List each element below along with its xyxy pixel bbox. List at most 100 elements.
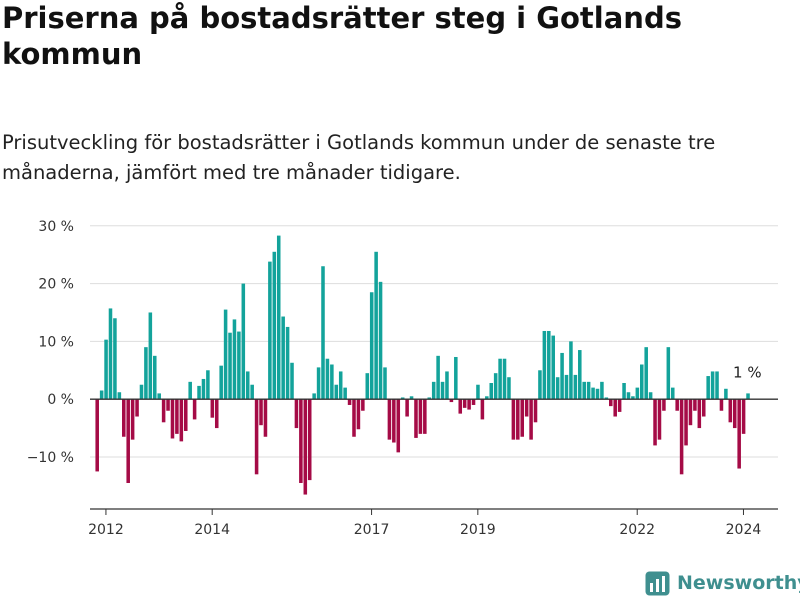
bar <box>214 399 219 429</box>
bar <box>467 399 471 410</box>
bar <box>113 318 117 400</box>
bar <box>741 399 746 434</box>
bars <box>95 235 750 495</box>
bar <box>161 399 166 423</box>
bar <box>737 399 741 469</box>
bar <box>547 330 551 400</box>
bar <box>166 399 170 411</box>
bar <box>405 399 409 417</box>
bar <box>640 364 644 400</box>
bar <box>715 371 719 400</box>
bar <box>693 399 697 411</box>
bar <box>613 399 617 417</box>
bar <box>679 399 684 475</box>
bar <box>396 399 401 453</box>
bar <box>108 308 113 400</box>
bar <box>591 387 595 400</box>
bar <box>427 397 432 400</box>
bar <box>307 399 312 481</box>
bar <box>564 374 569 400</box>
bar <box>206 370 210 400</box>
bar <box>662 399 666 411</box>
chart-title: Priserna på bostadsrätter steg i Gotland… <box>2 1 682 71</box>
bar <box>578 350 582 400</box>
bar <box>445 371 449 400</box>
bar <box>746 393 750 400</box>
y-tick-label: 20 % <box>38 277 74 293</box>
bar <box>378 281 383 400</box>
bar <box>458 399 463 414</box>
bar <box>409 396 414 400</box>
bar <box>431 381 436 400</box>
bar <box>436 355 440 400</box>
bar <box>542 330 547 400</box>
bar <box>560 352 564 400</box>
x-tick-label: 2017 <box>354 522 390 538</box>
bar <box>299 399 303 483</box>
bar <box>440 381 445 400</box>
bar <box>383 367 387 400</box>
bar <box>644 347 648 400</box>
chart-subtitle: Prisutveckling för bostadsrätter i Gotla… <box>2 131 716 184</box>
bar <box>312 393 316 400</box>
bar <box>316 367 321 400</box>
bar <box>352 399 356 437</box>
bar <box>139 384 144 400</box>
axes: −10 % 0 % 10 % 20 % 30 % 2012 2014 2017 2019 2022… <box>27 219 778 538</box>
bar <box>635 387 640 400</box>
x-tick-label: 2014 <box>194 522 230 538</box>
bar <box>533 399 538 423</box>
bar <box>392 399 396 443</box>
bar <box>95 399 99 472</box>
bar <box>400 397 405 400</box>
bar <box>710 371 715 400</box>
bar <box>617 399 622 412</box>
bar <box>365 373 370 400</box>
bar <box>511 399 516 440</box>
bar <box>609 399 613 407</box>
bar <box>697 399 702 429</box>
bar <box>374 251 378 400</box>
bar <box>347 399 352 405</box>
bar <box>183 399 188 431</box>
bar <box>153 355 157 400</box>
bar <box>104 339 108 400</box>
bar <box>516 399 520 440</box>
bar <box>498 358 502 400</box>
bar <box>414 399 418 438</box>
bar <box>684 399 688 446</box>
bar <box>325 358 330 400</box>
newsworthy-logo-icon <box>645 571 670 595</box>
bar <box>657 399 662 440</box>
bar <box>188 381 192 400</box>
bar <box>551 335 555 400</box>
bar <box>493 373 498 400</box>
bar <box>237 331 241 400</box>
bar <box>471 399 476 405</box>
bar <box>502 358 507 400</box>
bar <box>732 399 737 429</box>
bar <box>666 347 671 400</box>
bar <box>148 312 153 400</box>
bar <box>524 399 529 417</box>
bar <box>582 381 586 400</box>
bar <box>706 376 710 400</box>
bar <box>728 399 733 423</box>
bar <box>387 399 392 440</box>
bar <box>321 266 325 400</box>
y-tick-label: 0 % <box>47 392 74 408</box>
bar <box>489 383 494 400</box>
bar <box>232 319 237 400</box>
bar <box>507 377 511 400</box>
bar <box>356 399 361 430</box>
bar <box>600 381 604 400</box>
bar <box>361 399 365 411</box>
bar <box>622 383 626 400</box>
bar <box>259 399 263 426</box>
bar <box>418 399 423 434</box>
bar <box>219 365 223 400</box>
bar <box>117 392 122 400</box>
bar <box>701 399 706 417</box>
bar <box>670 387 675 400</box>
